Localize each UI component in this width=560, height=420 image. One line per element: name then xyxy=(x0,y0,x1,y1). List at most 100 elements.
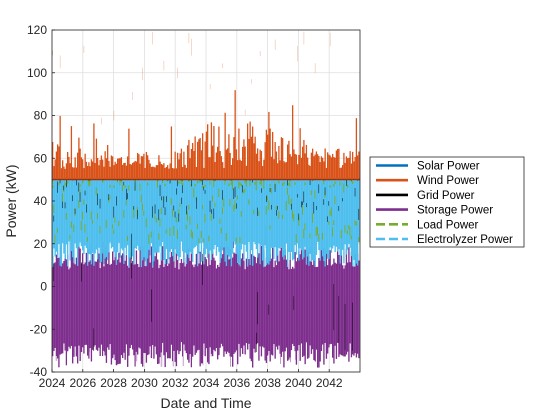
wind-power-bar xyxy=(152,166,154,180)
storage-power-gap xyxy=(225,361,227,372)
storage-power-bar xyxy=(200,264,203,364)
load-power-mark xyxy=(333,220,335,225)
wind-power-bar xyxy=(54,159,56,180)
storage-power-bar xyxy=(335,263,338,359)
wind-power-bar xyxy=(317,154,319,180)
storage-power-bar xyxy=(284,249,286,352)
storage-power-bar xyxy=(252,256,254,368)
storage-power-bar xyxy=(310,246,313,354)
storage-power-bar xyxy=(215,268,218,349)
wind-power-bar xyxy=(347,158,349,180)
electrolyzer-power-bar xyxy=(300,180,303,251)
grid-power-mark xyxy=(161,196,162,201)
electrolyzer-power-bar xyxy=(132,180,134,257)
storage-power-bar xyxy=(289,253,291,363)
storage-power-bar xyxy=(123,255,125,353)
load-power-mark xyxy=(102,180,104,183)
load-power-mark xyxy=(354,220,356,226)
electrolyzer-power-bar xyxy=(83,180,85,255)
wind-power-bar xyxy=(233,137,235,180)
storage-power-bar xyxy=(300,247,303,344)
load-power-mark xyxy=(239,182,241,186)
electrolyzer-power-bar xyxy=(139,180,141,251)
wind-power-bar xyxy=(88,162,90,180)
storage-power-bar xyxy=(140,265,143,364)
electrolyzer-power-bar xyxy=(90,180,93,265)
wind-power-bar xyxy=(113,165,115,180)
storage-power-bar xyxy=(319,259,321,362)
storage-power-bar xyxy=(124,260,126,360)
storage-power-bar xyxy=(232,257,234,367)
electrolyzer-power-bar xyxy=(309,180,311,254)
electrolyzer-power-bar xyxy=(130,180,133,260)
grid-power-mark xyxy=(297,194,298,198)
electrolyzer-power-bar xyxy=(325,180,328,254)
load-power-mark xyxy=(188,179,190,182)
electrolyzer-power-bar xyxy=(182,180,184,252)
wind-power-bar xyxy=(249,121,251,180)
grid-power-mark xyxy=(276,209,277,216)
electrolyzer-power-bar xyxy=(310,180,313,263)
storage-power-bar xyxy=(64,254,66,351)
wind-power-bar xyxy=(182,167,184,180)
storage-power-bar xyxy=(115,260,118,366)
grid-power-mark xyxy=(342,198,343,202)
electrolyzer-power-bar xyxy=(89,180,91,255)
storage-power-gap xyxy=(203,355,205,372)
electrolyzer-power-bar xyxy=(347,180,349,250)
wind-power-bar xyxy=(260,151,263,180)
series-bars xyxy=(52,31,360,372)
load-power-mark xyxy=(157,179,158,188)
load-power-mark xyxy=(204,184,206,188)
wind-power-flicker xyxy=(83,45,85,53)
storage-power-gap xyxy=(87,357,88,372)
electrolyzer-power-bar xyxy=(257,180,259,258)
electrolyzer-power-bar xyxy=(185,180,188,265)
electrolyzer-power-bar xyxy=(348,180,350,244)
storage-power-bar xyxy=(332,264,334,358)
electrolyzer-power-bar xyxy=(78,180,80,248)
wind-power-bar xyxy=(98,165,100,180)
electrolyzer-power-bar xyxy=(199,180,201,244)
electrolyzer-power-bar xyxy=(299,180,301,249)
storage-power-bar xyxy=(168,263,170,359)
storage-power-bar xyxy=(230,255,233,357)
grid-power-mark xyxy=(234,186,236,198)
legend-label: Grid Power xyxy=(417,190,475,202)
electrolyzer-power-bar xyxy=(92,180,94,253)
load-power-mark xyxy=(350,235,352,240)
electrolyzer-power-bar xyxy=(275,180,278,263)
electrolyzer-power-bar xyxy=(109,180,111,243)
electrolyzer-power-bar xyxy=(179,180,181,258)
wind-power-bar xyxy=(99,159,101,180)
storage-power-bar xyxy=(174,267,176,362)
load-power-mark xyxy=(134,179,136,183)
storage-power-bar xyxy=(94,261,96,346)
load-power-mark xyxy=(160,207,162,215)
wind-power-bar xyxy=(105,158,108,180)
grid-power-mark xyxy=(64,202,66,209)
grid-power-mark xyxy=(344,303,346,351)
storage-power-bar xyxy=(280,247,283,357)
storage-power-bar xyxy=(202,261,204,366)
load-power-mark xyxy=(315,226,317,236)
load-power-mark xyxy=(122,184,123,192)
grid-power-mark xyxy=(76,177,77,186)
electrolyzer-power-bar xyxy=(54,180,56,257)
wind-power-bar xyxy=(219,151,221,180)
legend-label: Solar Power xyxy=(417,161,480,173)
load-power-mark xyxy=(154,214,156,219)
load-power-mark xyxy=(212,195,213,202)
grid-power-mark xyxy=(191,179,192,187)
grid-power-mark xyxy=(72,195,73,202)
storage-power-bar xyxy=(240,258,243,349)
storage-power-bar xyxy=(178,269,180,355)
grid-power-mark xyxy=(123,181,125,186)
electrolyzer-power-bar xyxy=(268,180,270,265)
wind-power-bar xyxy=(242,146,244,180)
electrolyzer-power-bar xyxy=(183,180,185,263)
electrolyzer-power-bar xyxy=(119,180,121,258)
storage-power-bar xyxy=(134,264,136,367)
storage-power-gap xyxy=(204,356,206,372)
storage-power-gap xyxy=(250,363,252,372)
